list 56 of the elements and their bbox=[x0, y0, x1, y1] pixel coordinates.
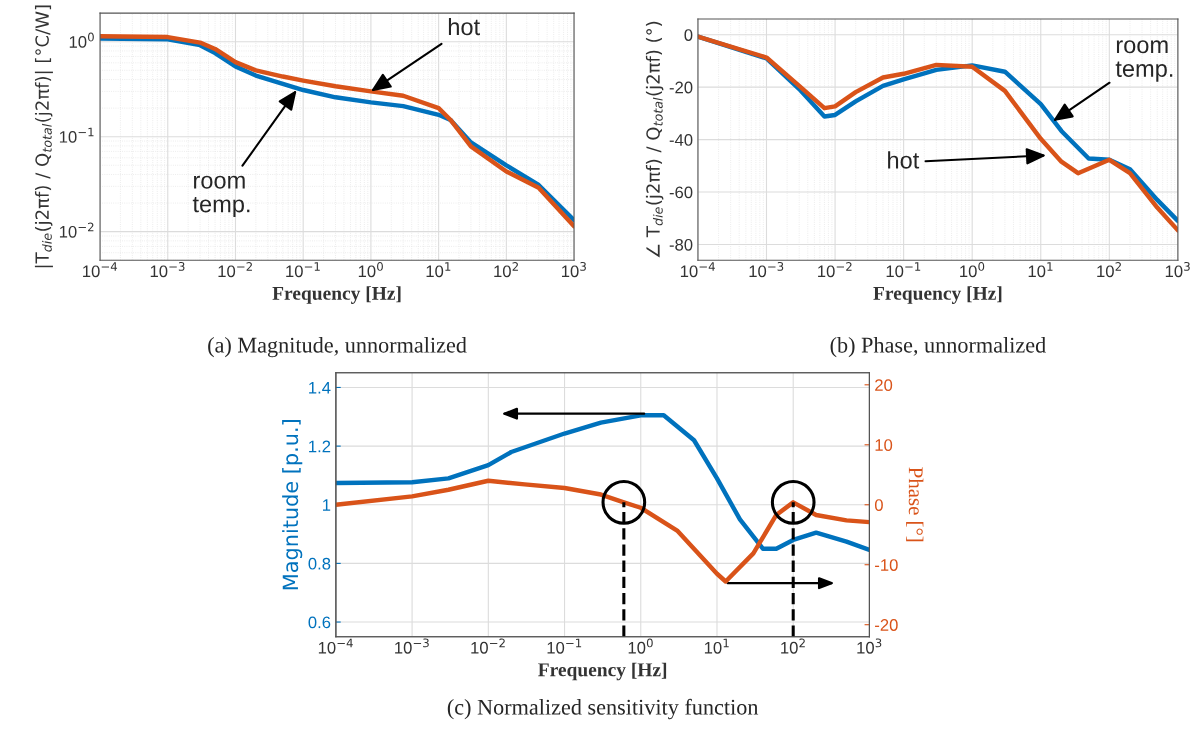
y-tick-label: 10$^{−1}$ bbox=[59, 127, 94, 143]
x-tick-label: 10$^{−4}$ bbox=[83, 262, 118, 278]
y2-tick-label: -10 bbox=[875, 559, 898, 571]
x-tick-label: 10$^{−3}$ bbox=[395, 638, 429, 654]
y2-tick-label: 20 bbox=[875, 379, 893, 392]
y-tick-label: 0 bbox=[684, 29, 693, 41]
y2-tick-label: 0 bbox=[874, 499, 883, 511]
x-tick-label: 10$^{3}$ bbox=[857, 638, 882, 654]
text: (c) Normalized sensitivity function bbox=[447, 698, 759, 720]
y-axis-title: ∠ T$_{die}$(j2πf) / Q$_{total}$(j2πf) (°) bbox=[645, 21, 664, 258]
y-tick-label: 1.2 bbox=[309, 440, 331, 453]
x-tick-label: 10$^{−3}$ bbox=[749, 262, 784, 278]
y-tick-label: 1 bbox=[323, 499, 331, 511]
x-tick-label: 10$^{−3}$ bbox=[150, 262, 185, 278]
x-tick-label: 10$^{−1}$ bbox=[886, 262, 921, 278]
x-tick-label: 10$^{1}$ bbox=[1028, 262, 1053, 278]
x-tick-label: 10$^{−4}$ bbox=[680, 262, 715, 278]
text: (a) Magnitude, unnormalized bbox=[208, 336, 467, 358]
x-tick-label: 10$^{1}$ bbox=[426, 262, 451, 278]
x-tick-label: 10$^{−1}$ bbox=[547, 638, 582, 654]
x-tick-label: 10$^{−1}$ bbox=[286, 262, 320, 278]
annotation: room temp. bbox=[192, 175, 250, 218]
x-axis-title: Frequency [Hz] bbox=[538, 662, 667, 681]
annotation: hot bbox=[888, 151, 920, 169]
x-tick-label: 10$^{2}$ bbox=[494, 262, 518, 278]
x-tick-label: 10$^{1}$ bbox=[704, 638, 729, 654]
y-tick-label: -40 bbox=[669, 134, 693, 146]
y-axis-title: Magnitude [p.u.] bbox=[282, 420, 303, 590]
x-tick-label: 10$^{−2}$ bbox=[818, 262, 852, 278]
x-tick-label: 10$^{−4}$ bbox=[318, 638, 353, 654]
y-tick-label: -20 bbox=[669, 81, 693, 94]
y-tick-label: 0.6 bbox=[308, 616, 331, 629]
x-tick-label: 10$^{−2}$ bbox=[218, 262, 252, 278]
y-tick-label: 1.4 bbox=[309, 382, 331, 394]
text: (b) Phase, unnormalized bbox=[830, 336, 1046, 358]
x-tick-label: 10$^{−2}$ bbox=[471, 638, 505, 654]
x-tick-label: 10$^{3}$ bbox=[1165, 262, 1190, 278]
x-axis-title: Frequency [Hz] bbox=[272, 286, 401, 304]
x-tick-label: 10$^{3}$ bbox=[562, 262, 586, 278]
y-tick-label: -80 bbox=[669, 238, 693, 251]
y-tick-label: 10$^{0}$ bbox=[69, 32, 94, 48]
y-tick-label: -60 bbox=[669, 186, 693, 199]
x-tick-label: 10$^{0}$ bbox=[358, 262, 383, 278]
annotation: room temp. bbox=[1115, 40, 1173, 82]
x-tick-label: 10$^{0}$ bbox=[960, 262, 985, 278]
x-tick-label: 10$^{0}$ bbox=[628, 638, 653, 654]
x-axis-title: Frequency [Hz] bbox=[873, 286, 1002, 304]
annotation: hot bbox=[448, 17, 480, 36]
y-tick-label: 10$^{−2}$ bbox=[59, 222, 94, 238]
y-axis-title: |T$_{die}$(j2πf) / Q$_{total}$(j2πf)| [°C/W] bbox=[34, 5, 53, 268]
x-tick-label: 10$^{2}$ bbox=[1097, 262, 1121, 278]
y2-axis-title: Phase [°] bbox=[906, 467, 924, 542]
x-tick-label: 10$^{2}$ bbox=[781, 638, 805, 654]
y2-tick-label: 10 bbox=[875, 439, 893, 451]
y-tick-label: 0.8 bbox=[308, 557, 331, 570]
y2-tick-label: -20 bbox=[875, 619, 898, 631]
